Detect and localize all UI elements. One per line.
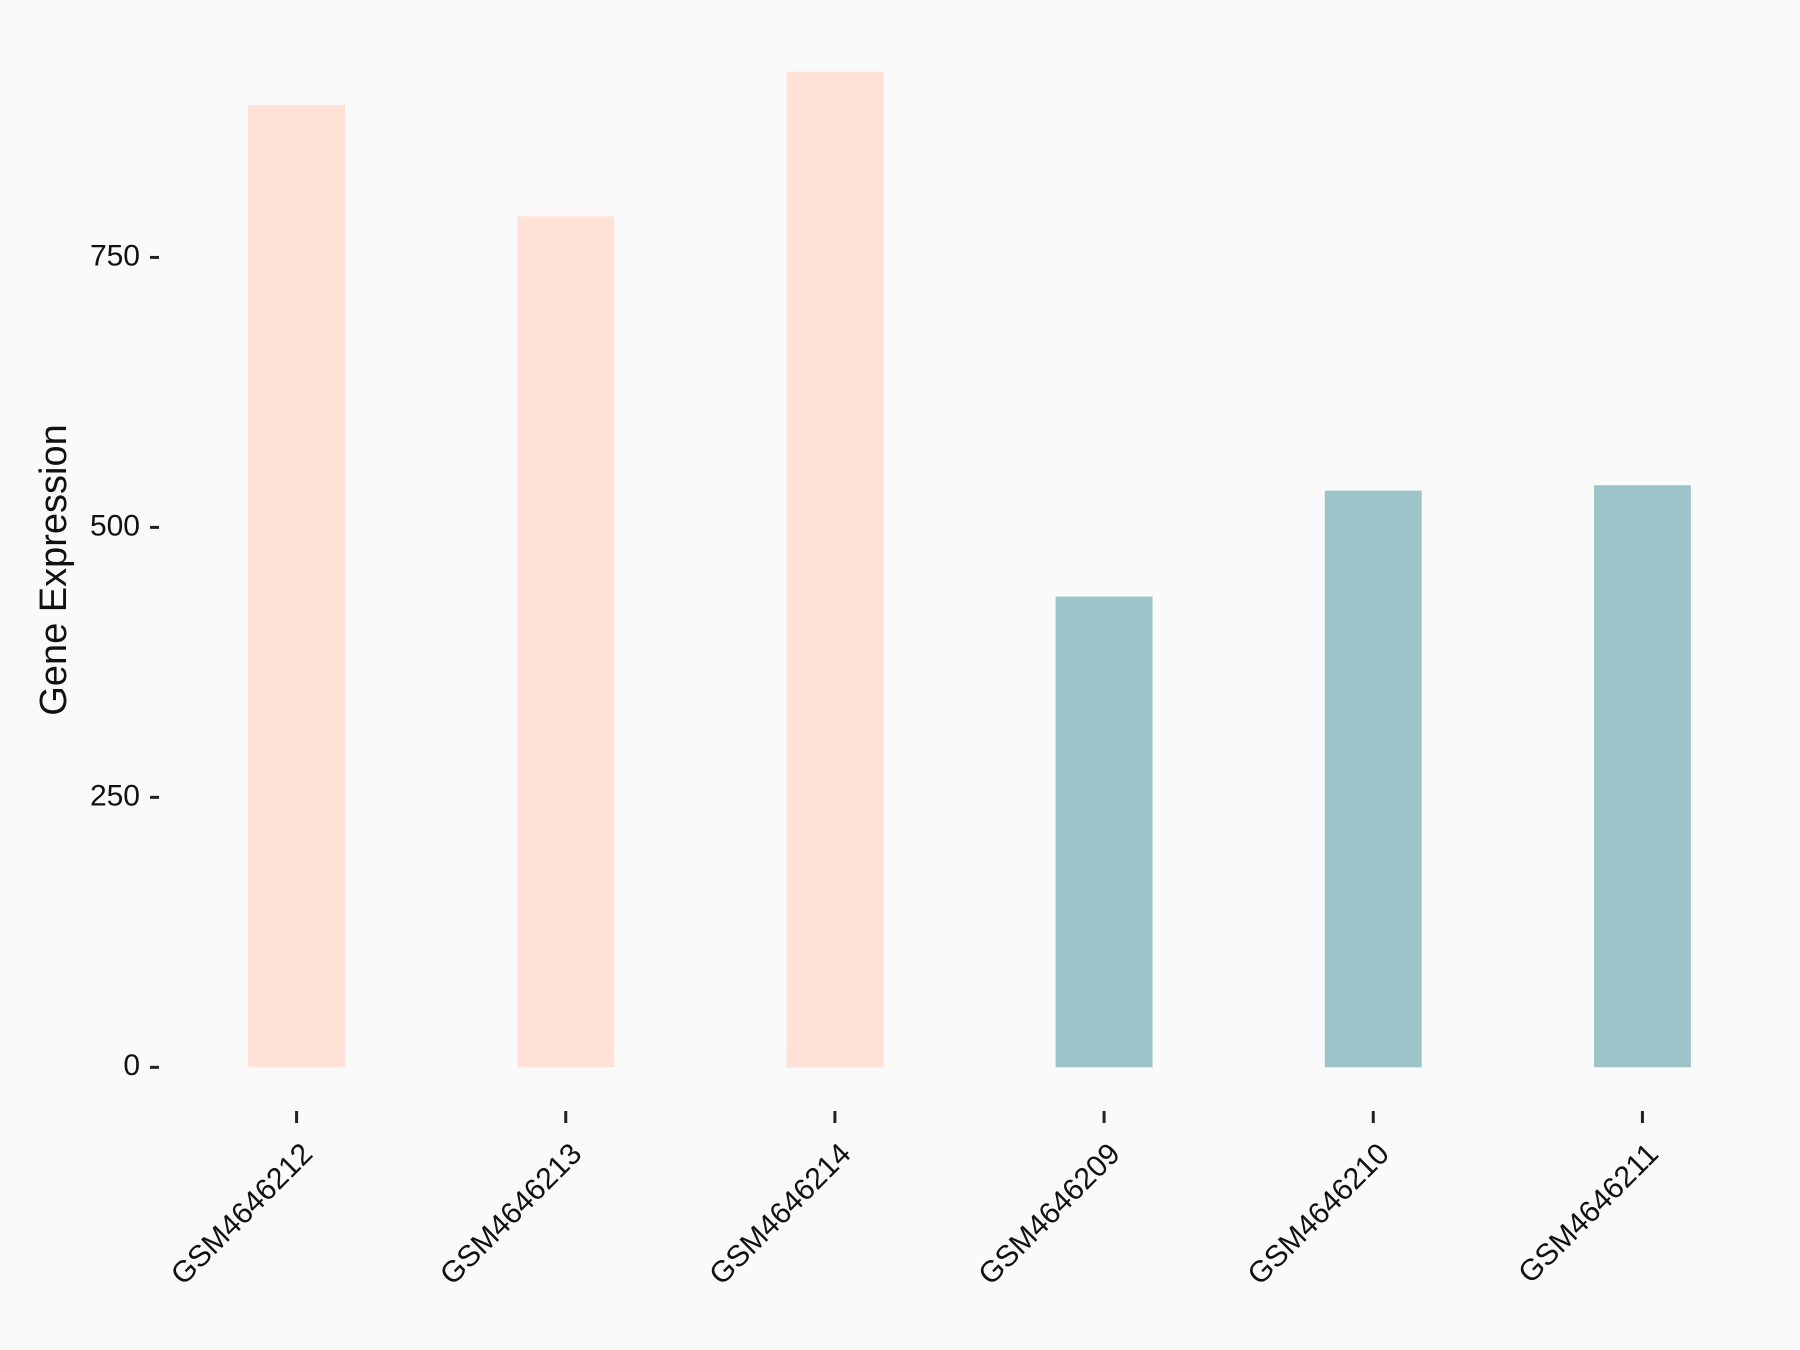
y-tick-label: 500 <box>90 509 140 542</box>
y-tick-label: 750 <box>90 239 140 272</box>
y-tick-label: 250 <box>90 779 140 812</box>
bar <box>1593 485 1691 1068</box>
y-tick-label: 0 <box>123 1049 140 1082</box>
bar <box>786 71 884 1068</box>
bar <box>517 216 615 1068</box>
bar <box>1324 490 1422 1068</box>
bar <box>1055 596 1153 1068</box>
y-axis-title: Gene Expression <box>33 424 75 716</box>
bar <box>248 105 346 1068</box>
